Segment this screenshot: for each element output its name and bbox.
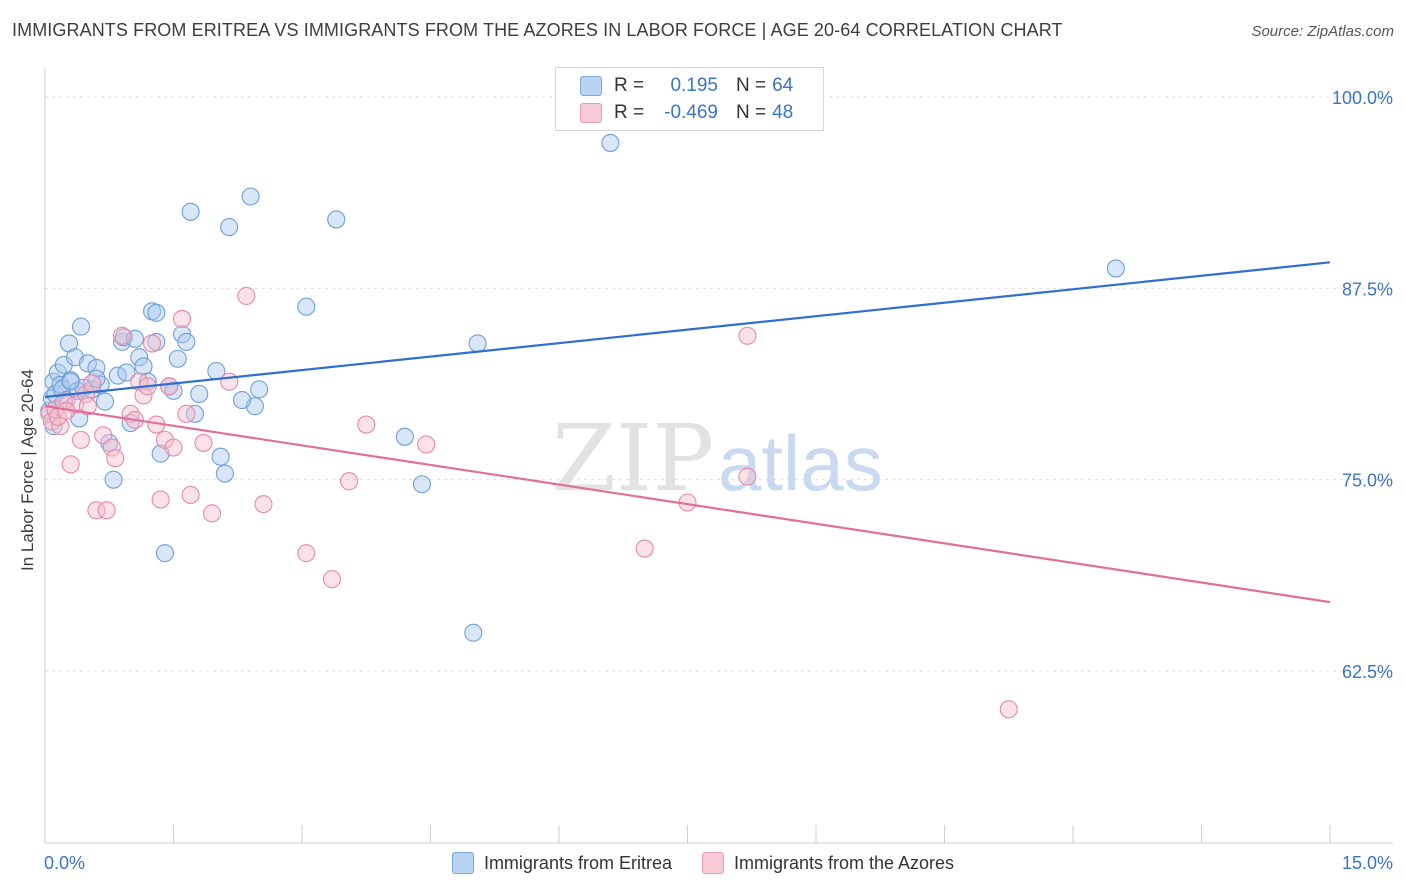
azores-point	[417, 435, 436, 454]
eritrea-point	[130, 348, 149, 367]
eritrea-point	[297, 297, 316, 316]
eritrea-legend-swatch	[451, 852, 474, 874]
azores-point	[203, 504, 222, 523]
azores-point	[738, 467, 757, 486]
eritrea-point	[78, 354, 97, 373]
azores-point	[83, 374, 102, 393]
trend-lines	[44, 261, 1331, 604]
eritrea-point	[95, 392, 115, 411]
azores-point	[71, 430, 91, 449]
legend-row-eritrea: R = 0.195 N = 64	[556, 73, 793, 99]
series-legend: Immigrants from Eritrea Immigrants from …	[0, 852, 1406, 874]
eritrea-point	[181, 202, 200, 221]
x-tick-label: 15.0%	[1342, 853, 1393, 873]
azores-point	[97, 501, 116, 520]
legend-row-azores: R = -0.469 N = 48	[556, 100, 793, 126]
correlation-legend: R = 0.195 N = 64 R = -0.469 N = 48	[555, 67, 824, 131]
r-label: R =	[614, 75, 645, 96]
azores-point	[87, 501, 106, 520]
r-label: R =	[614, 102, 645, 123]
eritrea-point	[155, 544, 174, 563]
azores-point	[181, 485, 200, 505]
eritrea-point	[220, 218, 239, 237]
eritrea-point	[177, 332, 196, 351]
eritrea-point	[147, 303, 166, 322]
azores-point	[999, 700, 1018, 719]
eritrea-point	[601, 133, 620, 152]
eritrea-point	[71, 317, 91, 336]
azores-point	[297, 544, 316, 563]
azores-point	[340, 472, 359, 491]
azores-point	[357, 415, 376, 434]
n-value-eritrea: 64	[772, 75, 794, 96]
azores-point	[160, 377, 179, 396]
eritrea-point	[327, 210, 346, 229]
eritrea-point	[168, 349, 187, 368]
eritrea-point	[117, 363, 136, 382]
azores-swatch	[580, 103, 602, 123]
eritrea-point	[211, 447, 230, 466]
grid-lines	[45, 96, 1393, 672]
eritrea-point	[104, 470, 123, 489]
azores-point	[254, 495, 273, 514]
n-value-azores: 48	[772, 102, 794, 123]
eritrea-point	[134, 357, 153, 376]
azores-point	[143, 334, 162, 353]
eritrea-point	[464, 623, 483, 642]
watermark: ZIP atlas	[552, 405, 883, 512]
source-label: Source: ZipAtlas.com	[1251, 23, 1394, 40]
eritrea-point	[241, 187, 260, 206]
eritrea-legend-label: Immigrants from Eritrea	[483, 852, 672, 873]
azores-point	[164, 438, 183, 457]
eritrea-point	[250, 380, 269, 399]
azores-point	[151, 490, 170, 509]
azores-point	[177, 404, 196, 423]
eritrea-trend-line	[44, 261, 1331, 399]
chart-title: IMMIGRANTS FROM ERITREA VS IMMIGRANTS FR…	[12, 20, 1063, 40]
eritrea-point	[190, 384, 209, 403]
eritrea-point	[1106, 259, 1125, 278]
azores-point	[237, 286, 256, 306]
r-value-eritrea: 0.195	[670, 75, 718, 96]
azores-legend-swatch	[701, 852, 724, 874]
x-tick-label: 0.0%	[44, 853, 85, 873]
azores-point	[322, 570, 342, 589]
azores-point	[635, 539, 654, 558]
azores-point	[738, 326, 757, 345]
legend-item-azores[interactable]: Immigrants from the Azores	[701, 852, 955, 874]
axes	[44, 68, 1393, 844]
azores-point	[78, 397, 97, 416]
azores-point	[94, 426, 113, 445]
legend-item-eritrea[interactable]: Immigrants from Eritrea	[451, 852, 672, 874]
eritrea-point	[232, 391, 252, 410]
n-label: N =	[736, 75, 767, 96]
y-tick-label: 62.5%	[1342, 662, 1393, 682]
azores-legend-label: Immigrants from the Azores	[733, 852, 955, 873]
azores-point	[106, 449, 125, 468]
eritrea-point	[468, 334, 487, 353]
azores-point	[220, 372, 239, 391]
azores-point	[102, 438, 121, 457]
azores-point	[113, 326, 132, 345]
n-label: N =	[736, 102, 767, 123]
eritrea-point	[61, 372, 80, 391]
azores-trend-line	[44, 405, 1331, 604]
watermark-atlas: atlas	[718, 419, 883, 507]
eritrea-swatch	[580, 76, 602, 96]
y-tick-label: 100.0%	[1332, 88, 1393, 108]
y-tick-label: 75.0%	[1342, 471, 1393, 491]
azores-point	[173, 309, 192, 328]
eritrea-point	[395, 427, 414, 446]
eritrea-point	[412, 475, 431, 494]
tick-labels: 62.5% 75.0% 87.5% 100.0% 0.0% 15.0%	[44, 88, 1393, 873]
y-tick-label: 87.5%	[1342, 279, 1393, 299]
azores-point	[194, 433, 213, 452]
r-value-azores: -0.469	[664, 102, 718, 123]
azores-point	[61, 455, 80, 474]
eritrea-point	[215, 464, 234, 483]
